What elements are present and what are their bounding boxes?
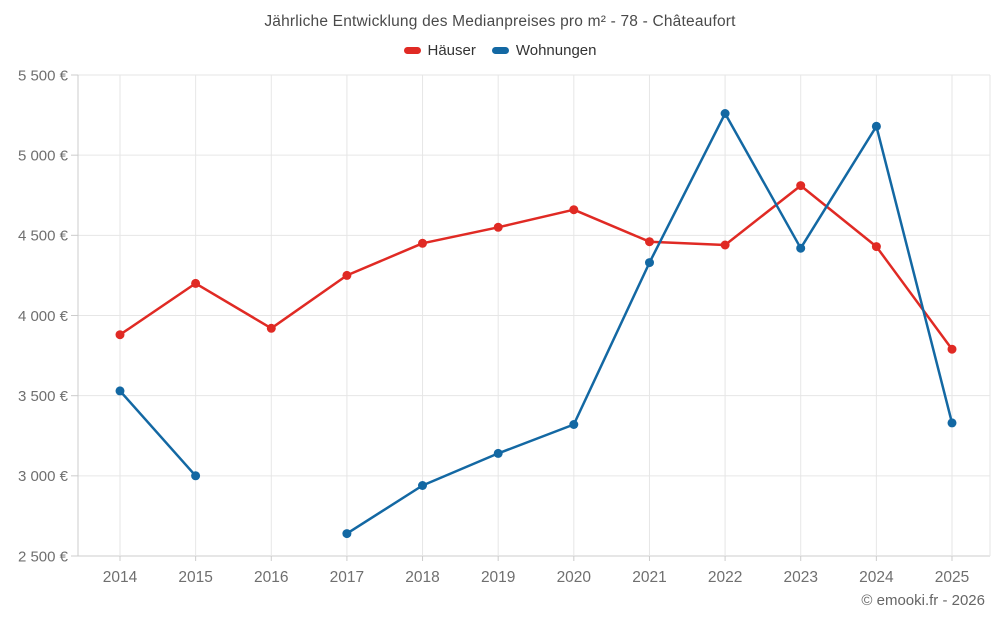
point-haeuser-2021[interactable] (645, 237, 654, 247)
point-haeuser-2016[interactable] (266, 323, 276, 333)
point-wohnungen-2025[interactable] (947, 418, 957, 428)
point-wohnungen-2018[interactable] (418, 481, 427, 490)
x-tick-label: 2024 (859, 569, 894, 586)
y-tick-label: 5 500 € (18, 67, 69, 84)
point-haeuser-2019[interactable] (493, 222, 503, 232)
y-tick-label: 5 000 € (18, 147, 69, 164)
point-wohnungen-2022[interactable] (720, 109, 730, 118)
point-haeuser-2023[interactable] (796, 181, 806, 191)
legend-item-wohnungen[interactable]: Wohnungen (491, 42, 597, 59)
legend: Häuser Wohnungen (0, 42, 1000, 59)
x-tick-label: 2023 (783, 569, 817, 586)
point-wohnungen-2017[interactable] (342, 529, 352, 539)
point-haeuser-2020[interactable] (569, 205, 579, 215)
legend-swatch-wohnungen (491, 47, 509, 54)
point-wohnungen-2015[interactable] (191, 471, 201, 481)
point-haeuser-2014[interactable] (115, 330, 125, 340)
legend-label-wohnungen: Wohnungen (515, 42, 597, 59)
x-tick-label: 2015 (178, 569, 212, 586)
point-wohnungen-2014[interactable] (115, 386, 125, 396)
chart-title: Jährliche Entwicklung des Medianpreises … (264, 13, 736, 30)
point-haeuser-2024[interactable] (871, 242, 881, 252)
point-haeuser-2015[interactable] (191, 278, 201, 288)
y-tick-label: 3 500 € (18, 388, 69, 405)
y-tick-label: 2 500 € (18, 548, 69, 565)
point-wohnungen-2023[interactable] (796, 243, 806, 253)
x-tick-label: 2019 (481, 569, 515, 586)
x-tick-label: 2025 (935, 569, 969, 586)
x-tick-label: 2020 (557, 569, 592, 586)
y-tick-label: 4 000 € (18, 308, 69, 325)
x-tick-label: 2018 (405, 569, 439, 586)
credits-link[interactable]: © emooki.fr - 2026 (861, 592, 985, 609)
point-haeuser-2025[interactable] (947, 344, 957, 354)
series-line-haeuser (118, 184, 954, 351)
point-haeuser-2017[interactable] (342, 270, 352, 280)
legend-swatch-haeuser (403, 47, 421, 54)
legend-label-haeuser: Häuser (427, 42, 476, 59)
x-tick-label: 2016 (254, 569, 288, 586)
point-wohnungen-2019[interactable] (493, 448, 503, 458)
x-tick-label: 2022 (708, 569, 742, 586)
point-wohnungen-2020[interactable] (569, 420, 579, 429)
legend-item-haeuser[interactable]: Häuser (403, 42, 476, 59)
y-tick-label: 3 000 € (18, 468, 69, 485)
point-haeuser-2018[interactable] (418, 238, 427, 248)
x-tick-label: 2014 (103, 569, 138, 586)
point-wohnungen-2024[interactable] (871, 121, 881, 131)
x-tick-label: 2017 (330, 569, 364, 586)
point-haeuser-2022[interactable] (720, 240, 730, 250)
point-wohnungen-2021[interactable] (645, 258, 654, 268)
series-line-wohnungen (118, 112, 954, 535)
y-tick-label: 4 500 € (18, 228, 69, 245)
x-tick-label: 2021 (632, 569, 666, 586)
